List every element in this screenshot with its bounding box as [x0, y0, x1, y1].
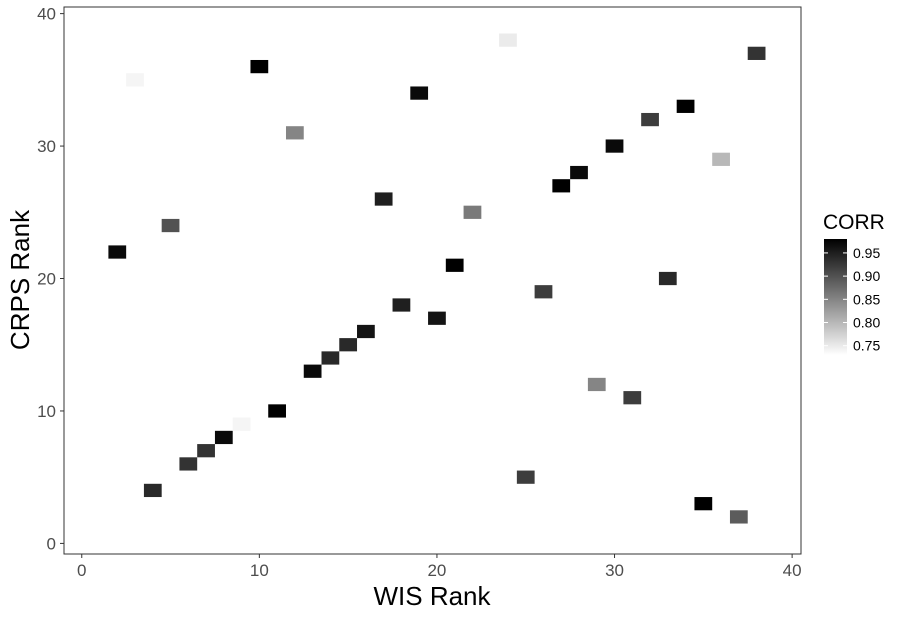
- legend-ticks: 0.75 0.80 0.85 0.90 0.95: [824, 245, 880, 354]
- heatmap-tile: [285, 126, 304, 140]
- heatmap-tile: [410, 86, 429, 100]
- heatmap-tile: [445, 258, 464, 272]
- heatmap-tile: [712, 152, 730, 166]
- heatmap-tile: [392, 298, 411, 312]
- heatmap-tile: [126, 73, 144, 87]
- heatmap-tile: [729, 510, 748, 524]
- heatmap-tile: [605, 139, 624, 153]
- heatmap-tile: [747, 46, 766, 60]
- y-tick-label: 0: [47, 534, 56, 553]
- heatmap-tile: [321, 351, 340, 365]
- y-tick-label: 40: [37, 5, 56, 24]
- heatmap-tile: [161, 218, 180, 233]
- heatmap-tile: [232, 417, 251, 431]
- heatmap-tile: [143, 483, 162, 498]
- heatmap-tile: [463, 205, 482, 219]
- heatmap-tile: [516, 470, 535, 484]
- x-tick-label: 30: [605, 561, 624, 580]
- heatmap-tile: [534, 285, 553, 299]
- heatmap-tile: [552, 179, 571, 193]
- heatmap-tile: [339, 338, 358, 352]
- heatmap-tile: [641, 112, 659, 127]
- heatmap-tile: [428, 311, 446, 325]
- y-tick-label: 20: [37, 270, 56, 289]
- x-tick-label: 20: [427, 561, 446, 580]
- heatmap-tile: [179, 457, 198, 471]
- legend-colorbar: [824, 239, 847, 355]
- heatmap-tile: [357, 324, 375, 339]
- heatmap-tile: [694, 497, 713, 511]
- y-tick-label: 10: [37, 402, 56, 421]
- legend-tick-label: 0.90: [853, 268, 880, 284]
- y-tick-label: 30: [37, 137, 56, 156]
- heatmap-tiles: [108, 33, 766, 524]
- x-tick-label: 0: [77, 561, 86, 580]
- heatmap-tile: [108, 245, 127, 259]
- heatmap-tile: [374, 192, 393, 206]
- heatmap-tile: [623, 391, 642, 405]
- y-axis: 0 10 20 30 40: [37, 5, 64, 553]
- legend-tick-label: 0.75: [853, 338, 880, 354]
- heatmap-tile: [676, 99, 695, 113]
- legend-title: CORR: [823, 211, 885, 234]
- plot-panel-border: [63, 6, 802, 555]
- heatmap-tile: [250, 59, 269, 74]
- color-legend: CORR 0.75 0.80 0.85 0.90 0.95: [823, 211, 885, 355]
- heatmap-tile: [214, 430, 233, 445]
- x-axis: 0 10 20 30 40: [77, 554, 802, 580]
- heatmap-tile: [268, 404, 286, 418]
- heatmap-tile: [587, 377, 606, 392]
- heatmap-tile: [197, 444, 215, 458]
- heatmap-tile: [570, 165, 588, 180]
- y-axis-title: CRPS Rank: [5, 209, 35, 350]
- heatmap-tile: [658, 271, 677, 286]
- legend-tick-label: 0.95: [853, 245, 880, 261]
- legend-tick-label: 0.80: [853, 315, 880, 331]
- heatmap-tile: [303, 364, 322, 378]
- heatmap-tile: [499, 33, 517, 47]
- x-tick-label: 10: [250, 561, 269, 580]
- x-tick-label: 40: [783, 561, 802, 580]
- legend-tick-label: 0.85: [853, 291, 880, 307]
- x-axis-title: WIS Rank: [373, 581, 491, 611]
